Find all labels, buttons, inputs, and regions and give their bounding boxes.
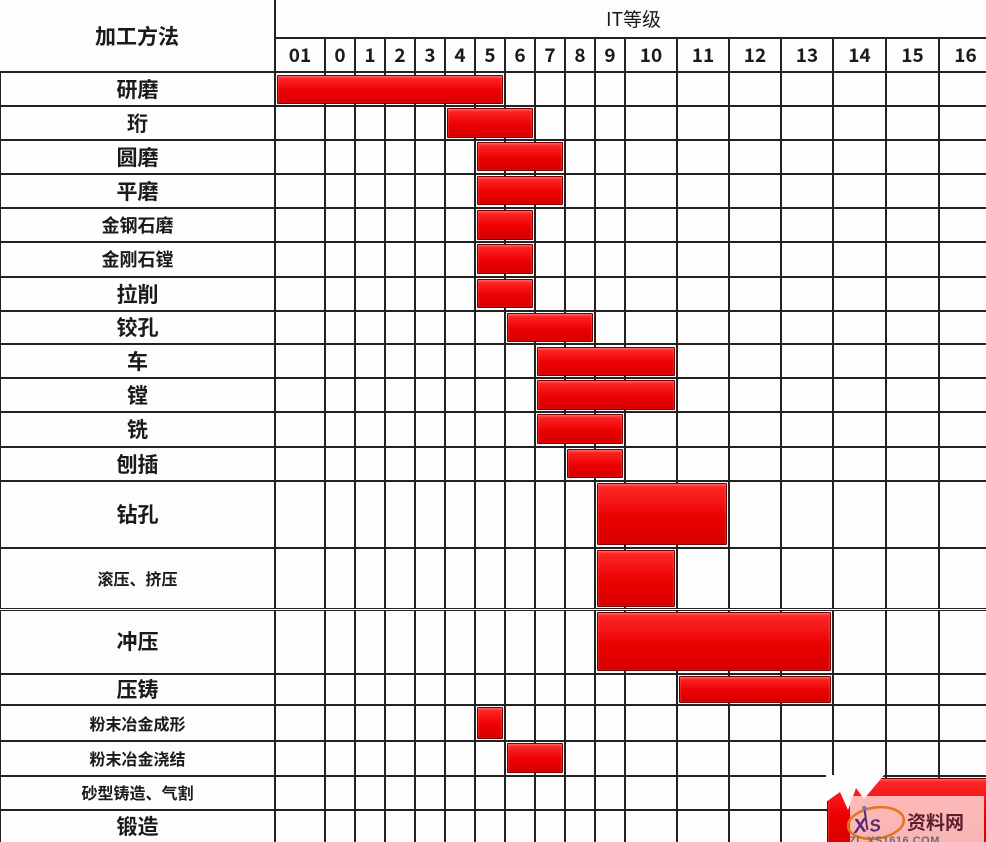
svg-text:ZL.XS1616.COM: ZL.XS1616.COM [849,835,940,842]
svg-text:资料网: 资料网 [907,808,964,835]
svg-text:S: S [868,816,883,836]
